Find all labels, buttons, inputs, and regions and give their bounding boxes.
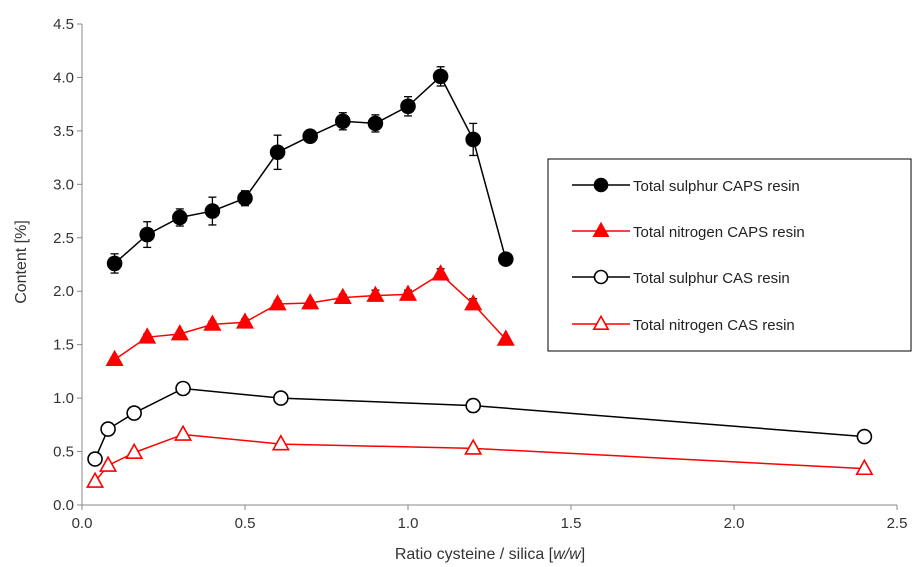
data-point bbox=[269, 144, 286, 161]
data-point bbox=[593, 269, 609, 285]
x-axis-title: Ratio cysteine / silica [w/w] bbox=[395, 546, 585, 563]
x-tick-label: 2.5 bbox=[887, 515, 908, 532]
series-line bbox=[114, 75, 507, 264]
y-tick-label: 2.0 bbox=[53, 283, 74, 300]
data-point bbox=[301, 293, 320, 310]
data-point bbox=[432, 68, 449, 85]
data-point bbox=[87, 451, 103, 467]
legend-box bbox=[547, 158, 912, 352]
data-point bbox=[431, 264, 450, 281]
legend-label: Total sulphur CAPS resin bbox=[633, 178, 800, 195]
x-axis-title-unit: w/w bbox=[553, 546, 582, 563]
data-point bbox=[333, 287, 352, 305]
data-point bbox=[366, 285, 385, 302]
data-point bbox=[175, 380, 191, 397]
data-point bbox=[302, 128, 319, 145]
series-line bbox=[94, 433, 865, 482]
x-axis-title-main: Ratio cysteine / silica [ bbox=[395, 546, 554, 563]
legend-item: Total sulphur CAPS resin bbox=[572, 177, 800, 195]
data-point bbox=[173, 424, 193, 441]
series-2 bbox=[105, 264, 515, 367]
x-tick-label: 0.5 bbox=[235, 515, 256, 532]
y-tick-label: 4.5 bbox=[53, 16, 74, 33]
data-point bbox=[235, 312, 255, 329]
y-tick-label: 1.5 bbox=[53, 337, 74, 354]
data-point bbox=[204, 203, 221, 219]
data-point bbox=[99, 455, 118, 472]
x-tick-label: 0.0 bbox=[72, 515, 93, 532]
legend-item: Total nitrogen CAPS resin bbox=[572, 221, 805, 241]
series-4 bbox=[85, 424, 874, 488]
y-tick-label: 3.5 bbox=[53, 123, 74, 140]
data-point bbox=[100, 421, 116, 437]
legend-item: Total nitrogen CAS resin bbox=[572, 314, 795, 334]
data-point bbox=[237, 190, 253, 207]
data-point bbox=[138, 327, 157, 344]
data-point bbox=[400, 98, 416, 115]
y-tick-label: 4.0 bbox=[53, 69, 74, 86]
legend-label: Total sulphur CAS resin bbox=[633, 270, 790, 287]
data-point bbox=[855, 458, 874, 476]
legend-label: Total nitrogen CAS resin bbox=[633, 317, 795, 334]
data-point bbox=[203, 314, 222, 331]
x-tick-label: 1.5 bbox=[561, 515, 582, 532]
data-point bbox=[273, 390, 289, 406]
data-point bbox=[105, 349, 124, 367]
x-tick-label: 1.0 bbox=[398, 515, 419, 532]
series-3 bbox=[87, 380, 873, 467]
tick-labels: 0.0 0.5 1.0 1.5 2.0 2.5 3.0 3.5 4.0 4.5 0.0 0.5 1.0 1… bbox=[53, 16, 907, 532]
data-point bbox=[139, 226, 155, 243]
series-line bbox=[114, 273, 507, 361]
data-point bbox=[126, 405, 142, 421]
y-tick-label: 3.0 bbox=[53, 176, 74, 193]
legend-label: Total nitrogen CAPS resin bbox=[633, 224, 805, 241]
axes bbox=[77, 23, 898, 510]
data-point bbox=[398, 284, 418, 301]
data-point bbox=[593, 177, 609, 193]
data-point bbox=[170, 324, 189, 341]
data-point bbox=[125, 442, 144, 460]
series-layer bbox=[85, 66, 874, 488]
y-axis-title: Content [%] bbox=[13, 220, 30, 304]
data-point bbox=[464, 294, 483, 311]
y-tick-label: 0.5 bbox=[53, 444, 74, 461]
data-point bbox=[271, 434, 290, 451]
data-point bbox=[592, 314, 610, 330]
y-tick-label: 1.0 bbox=[53, 390, 74, 407]
data-point bbox=[367, 115, 384, 132]
data-point bbox=[268, 294, 287, 311]
data-point bbox=[856, 428, 873, 445]
data-point bbox=[172, 209, 188, 226]
series-1 bbox=[106, 66, 514, 274]
legend-item: Total sulphur CAS resin bbox=[572, 269, 790, 287]
data-point bbox=[497, 251, 514, 267]
data-point bbox=[334, 113, 351, 130]
x-axis-title-end: ] bbox=[581, 546, 585, 563]
data-point bbox=[465, 131, 482, 148]
data-point bbox=[464, 438, 483, 455]
data-point bbox=[496, 329, 515, 346]
y-tick-label: 0.0 bbox=[53, 497, 74, 514]
data-point bbox=[85, 471, 105, 488]
data-point bbox=[592, 221, 610, 237]
x-tick-label: 2.0 bbox=[724, 515, 745, 532]
y-tick-label: 2.5 bbox=[53, 230, 74, 247]
data-point bbox=[465, 397, 482, 414]
legend: Total sulphur CAPS resin Total nitrogen C… bbox=[547, 158, 912, 352]
data-point bbox=[106, 255, 123, 272]
